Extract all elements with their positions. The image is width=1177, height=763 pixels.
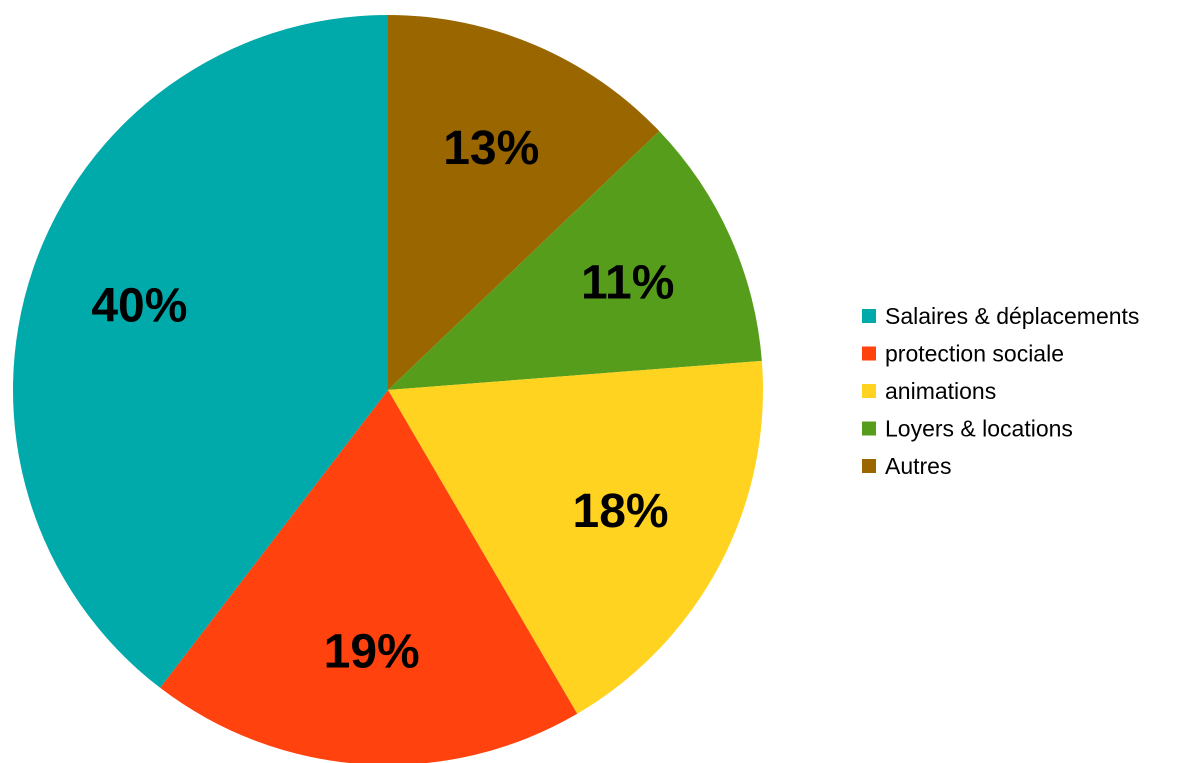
- legend-swatch: [862, 309, 876, 323]
- legend-swatch: [862, 346, 876, 361]
- legend-label: Autres: [885, 453, 951, 479]
- pie-value-label: 18%: [573, 485, 669, 538]
- legend-label: Salaires & déplacements: [885, 303, 1139, 329]
- pie-value-label: 40%: [91, 279, 187, 332]
- pie-slices: [12, 14, 763, 763]
- legend-label: animations: [885, 378, 996, 404]
- legend-item: Loyers & locations: [862, 416, 1073, 442]
- legend: Salaires & déplacements protection social…: [862, 303, 1139, 479]
- legend-item: Autres: [862, 453, 951, 479]
- pie-slice-protection-sociale: [160, 390, 578, 763]
- legend-swatch: [862, 459, 876, 473]
- pie-value-label: 11%: [581, 256, 674, 309]
- pie-slice-autres: [388, 15, 660, 390]
- legend-item: animations: [862, 378, 996, 404]
- legend-label: Loyers & locations: [885, 416, 1073, 442]
- legend-label: protection sociale: [885, 341, 1064, 367]
- legend-swatch: [862, 421, 876, 436]
- pie-slice-loyers-locations: [388, 131, 762, 390]
- legend-item: protection sociale: [862, 341, 1064, 367]
- pie-slice-animations: [388, 360, 763, 714]
- legend-item: Salaires & déplacements: [862, 303, 1139, 329]
- pie-value-labels: 13% 11% 18% 19% 40%: [91, 122, 674, 678]
- legend-swatch: [862, 384, 876, 398]
- pie-value-label: 19%: [324, 625, 420, 678]
- pie-value-label: 13%: [443, 122, 539, 175]
- pie-slice-salaires-d-placements: [12, 14, 388, 688]
